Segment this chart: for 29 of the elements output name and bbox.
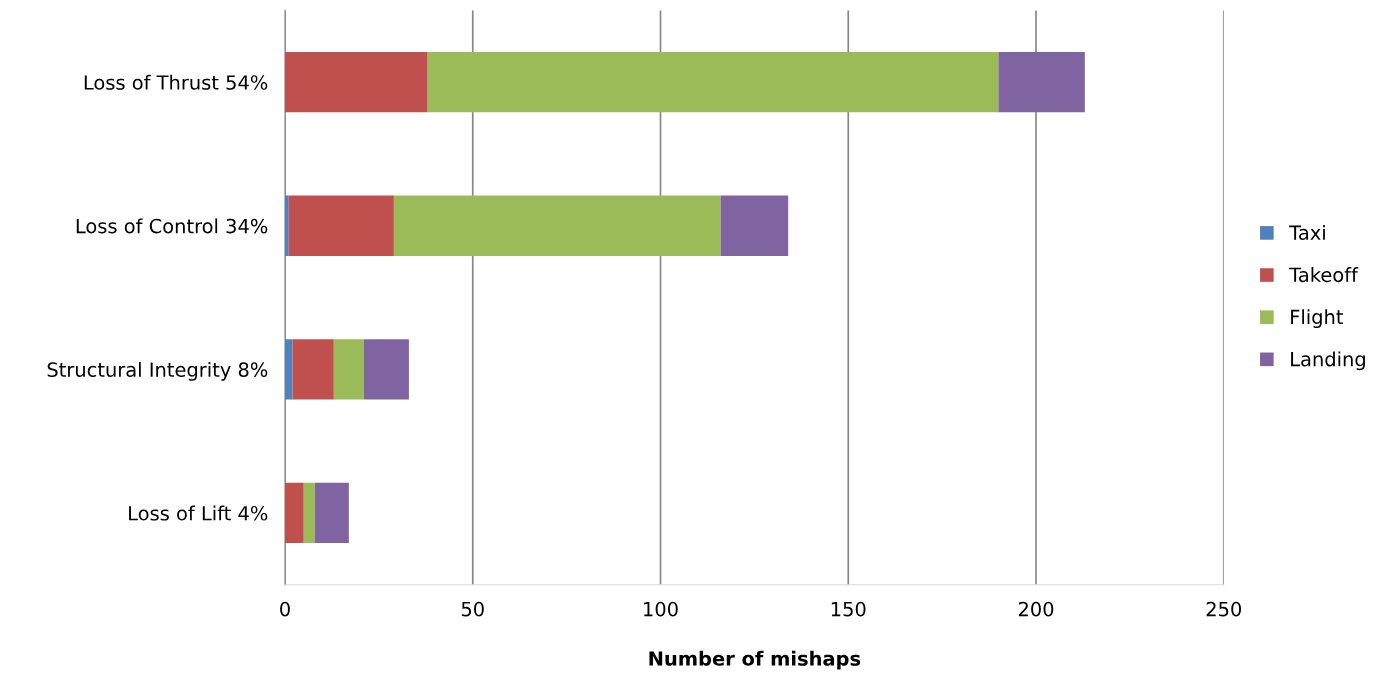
legend-label: Takeoff — [1289, 267, 1359, 283]
bar — [427, 52, 999, 113]
x-tick-label: 50 — [461, 601, 484, 617]
bar — [284, 339, 293, 400]
y-tick-label: Loss of Control 34% — [76, 218, 268, 234]
y-tick-label: Structural Integrity 8% — [47, 361, 268, 381]
y-tick-label: Loss of Thrust 54% — [84, 74, 268, 90]
bar — [284, 52, 428, 113]
legend-label: Taxi — [1289, 224, 1325, 240]
bar — [315, 482, 349, 544]
bar — [333, 339, 364, 400]
x-tick-label: 150 — [831, 601, 866, 617]
x-axis-title: Number of mishaps — [649, 650, 861, 670]
x-tick-label: 200 — [1018, 601, 1054, 617]
x-tick-label: 250 — [1206, 601, 1242, 617]
bar — [284, 482, 304, 544]
bar — [292, 339, 334, 400]
x-tick-label: 100 — [644, 601, 678, 617]
bar — [284, 195, 289, 256]
x-tick-label: 0 — [280, 601, 290, 617]
bar — [363, 339, 409, 400]
legend-label: Flight — [1291, 309, 1344, 329]
bar — [720, 195, 789, 256]
y-tick-label: Loss of Lift 4% — [129, 505, 268, 521]
legend-label: Landing — [1291, 351, 1365, 371]
bar — [303, 482, 316, 544]
bar — [998, 52, 1085, 113]
bar — [288, 195, 394, 256]
bar — [393, 195, 721, 256]
